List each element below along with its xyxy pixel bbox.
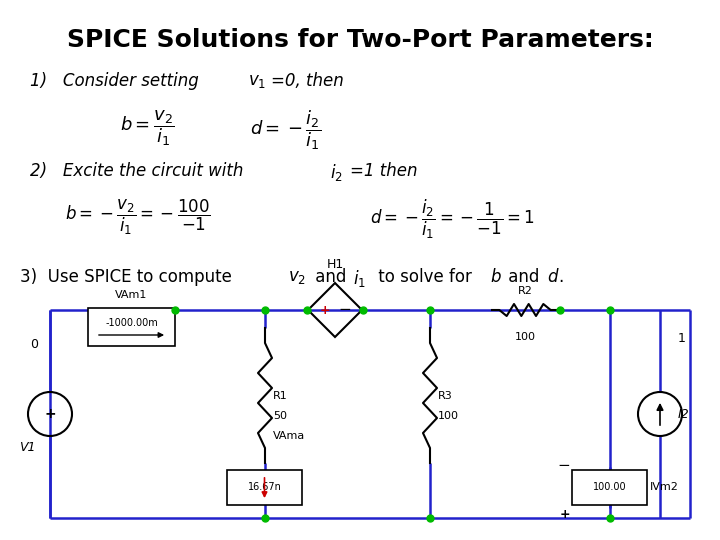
Text: VAma: VAma [273, 431, 305, 441]
Text: and: and [503, 268, 544, 286]
Text: $v_2$: $v_2$ [288, 268, 306, 286]
Text: IVm2: IVm2 [650, 483, 679, 492]
Text: and: and [310, 268, 351, 286]
Text: +: + [320, 303, 330, 316]
Text: VAm1: VAm1 [115, 290, 148, 300]
Text: =1 then: =1 then [350, 162, 418, 180]
Text: .: . [558, 268, 563, 286]
Text: −: − [338, 302, 351, 318]
Text: $b$: $b$ [490, 268, 502, 286]
Text: SPICE Solutions for Two-Port Parameters:: SPICE Solutions for Two-Port Parameters: [67, 28, 653, 52]
Text: to solve for: to solve for [373, 268, 477, 286]
Text: R2: R2 [518, 286, 532, 296]
Text: 16.67n: 16.67n [248, 483, 282, 492]
Text: $b=\dfrac{v_2}{i_1}$: $b=\dfrac{v_2}{i_1}$ [120, 108, 175, 147]
Text: V1: V1 [19, 441, 36, 454]
Text: 2)   Excite the circuit with: 2) Excite the circuit with [30, 162, 248, 180]
FancyBboxPatch shape [88, 308, 175, 346]
Text: H1: H1 [326, 258, 343, 271]
Text: $d=-\dfrac{i_2}{i_1}$: $d=-\dfrac{i_2}{i_1}$ [250, 108, 321, 152]
Text: 0: 0 [30, 338, 38, 351]
Text: $d=-\dfrac{i_2}{i_1}=-\dfrac{1}{-1}=1$: $d=-\dfrac{i_2}{i_1}=-\dfrac{1}{-1}=1$ [370, 198, 535, 241]
Text: R1: R1 [273, 391, 288, 401]
Text: 100.00: 100.00 [593, 483, 626, 492]
Text: 3)  Use SPICE to compute: 3) Use SPICE to compute [20, 268, 237, 286]
Text: =0, then: =0, then [271, 72, 343, 90]
Text: $v_1$: $v_1$ [248, 72, 266, 90]
Text: I2: I2 [678, 408, 690, 421]
Text: 1: 1 [678, 332, 686, 345]
Text: −: − [557, 457, 570, 472]
Text: $d$: $d$ [547, 268, 559, 286]
Text: 100: 100 [515, 332, 536, 342]
FancyBboxPatch shape [572, 470, 647, 505]
Text: $b=-\dfrac{v_2}{i_1}=-\dfrac{100}{-1}$: $b=-\dfrac{v_2}{i_1}=-\dfrac{100}{-1}$ [65, 198, 211, 237]
Text: 1)   Consider setting: 1) Consider setting [30, 72, 204, 90]
Text: $i_2$: $i_2$ [330, 162, 343, 183]
Text: R3: R3 [438, 391, 453, 401]
Text: $i_1$: $i_1$ [353, 268, 366, 289]
Text: +: + [44, 407, 56, 421]
Text: -1000.00m: -1000.00m [105, 318, 158, 328]
Text: +: + [559, 509, 570, 522]
Text: 100: 100 [438, 411, 459, 421]
Text: 50: 50 [273, 411, 287, 421]
FancyBboxPatch shape [227, 470, 302, 505]
